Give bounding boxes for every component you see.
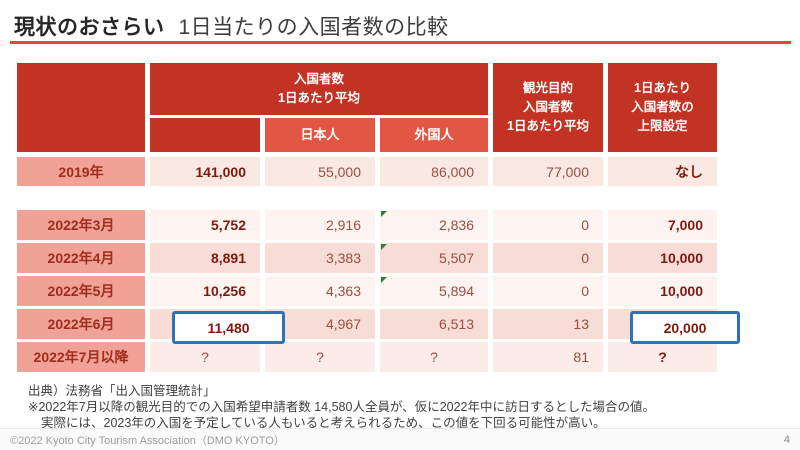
source-note: 出典）法務省「出入国管理統計」 <box>28 384 216 398</box>
header-corner-cell <box>17 63 145 152</box>
header-japanese: 日本人 <box>265 118 375 152</box>
foreigners-value: 5,507 <box>438 250 474 266</box>
slide-footer: ©2022 Kyoto City Tourism Association（DMO… <box>0 428 800 450</box>
row-label: 2022年5月 <box>17 276 145 306</box>
cap-cell: 10,000 <box>608 276 717 306</box>
header-foreigners: 外国人 <box>380 118 488 152</box>
page-title: 現状のおさらい 1日当たりの入国者数の比較 <box>14 11 449 41</box>
tourism-cell: 0 <box>493 276 603 306</box>
immigration-table: 入国者数 1日あたり平均 日本人 外国人 観光目的 入国者数 1日あたり平均 1… <box>17 63 717 372</box>
page-number: 4 <box>783 433 790 446</box>
header-daily-cap: 1日あたり 入国者数の 上限設定 <box>608 63 717 152</box>
highlight-box-june-cap: 20,000 <box>630 311 740 344</box>
foreigners-cell: 86,000 <box>380 157 488 186</box>
table-row: 2022年5月 10,256 4,363 5,894 0 10,000 <box>17 276 717 306</box>
foreigners-cell: 5,894 <box>380 276 488 306</box>
total-cell: 141,000 <box>150 157 260 186</box>
total-cell: 10,256 <box>150 276 260 306</box>
asterisk-note-continued: 実際には、2023年の入国を予定している人もいると考えられるため、この値を下回る… <box>41 416 606 430</box>
japanese-cell: 55,000 <box>265 157 375 186</box>
foreigners-cell: 6,513 <box>380 309 488 339</box>
cap-cell: 10,000 <box>608 243 717 273</box>
header-tourism: 観光目的 入国者数 1日あたり平均 <box>493 63 603 152</box>
tourism-cell: 81 <box>493 342 603 372</box>
row-label: 2022年6月 <box>17 309 145 339</box>
foreigners-cell: 5,507 <box>380 243 488 273</box>
tourism-cell: 13 <box>493 309 603 339</box>
cap-cell: なし <box>608 157 717 186</box>
header-entrants-group: 入国者数 1日あたり平均 <box>150 63 488 115</box>
cap-cell: ? <box>608 342 717 372</box>
total-cell: ? <box>150 342 260 372</box>
row-label: 2022年3月 <box>17 210 145 240</box>
header-total-spacer <box>150 118 260 152</box>
title-subject: 1日当たりの入国者数の比較 <box>178 16 449 39</box>
foreigners-value: 5,894 <box>438 283 474 299</box>
footnotes: 出典）法務省「出入国管理統計」 ※2022年7月以降の観光目的での入国希望申請者… <box>28 383 655 431</box>
table-row: 2022年6月 11,480 4,967 6,513 13 20,000 <box>17 309 717 339</box>
foreigners-value: 2,836 <box>438 217 474 233</box>
foreigners-cell: 2,836 <box>380 210 488 240</box>
foreigners-cell: ? <box>380 342 488 372</box>
excel-flag-icon <box>381 277 387 283</box>
total-cell: 5,752 <box>150 210 260 240</box>
table-row: 2022年7月以降 ? ? ? 81 ? <box>17 342 717 372</box>
title-underline <box>10 41 791 44</box>
japanese-cell: 3,383 <box>265 243 375 273</box>
table-row: 2022年3月 5,752 2,916 2,836 0 7,000 <box>17 210 717 240</box>
copyright-text: ©2022 Kyoto City Tourism Association（DMO… <box>10 434 285 447</box>
total-cell: 8,891 <box>150 243 260 273</box>
japanese-cell: 2,916 <box>265 210 375 240</box>
highlight-box-june-total: 11,480 <box>172 311 285 344</box>
table-row: 2019年 141,000 55,000 86,000 77,000 なし <box>17 157 717 186</box>
row-label: 2019年 <box>17 157 145 186</box>
tourism-cell: 77,000 <box>493 157 603 186</box>
cap-cell: 7,000 <box>608 210 717 240</box>
excel-flag-icon <box>381 211 387 217</box>
excel-flag-icon <box>381 244 387 250</box>
row-label: 2022年4月 <box>17 243 145 273</box>
tourism-cell: 0 <box>493 210 603 240</box>
table-row: 2022年4月 8,891 3,383 5,507 0 10,000 <box>17 243 717 273</box>
japanese-cell: ? <box>265 342 375 372</box>
asterisk-note: ※2022年7月以降の観光目的での入国希望申請者数 14,580人全員が、仮に2… <box>28 400 655 414</box>
japanese-cell: 4,363 <box>265 276 375 306</box>
tourism-cell: 0 <box>493 243 603 273</box>
row-label: 2022年7月以降 <box>17 342 145 372</box>
title-lead: 現状のおさらい <box>14 16 165 39</box>
